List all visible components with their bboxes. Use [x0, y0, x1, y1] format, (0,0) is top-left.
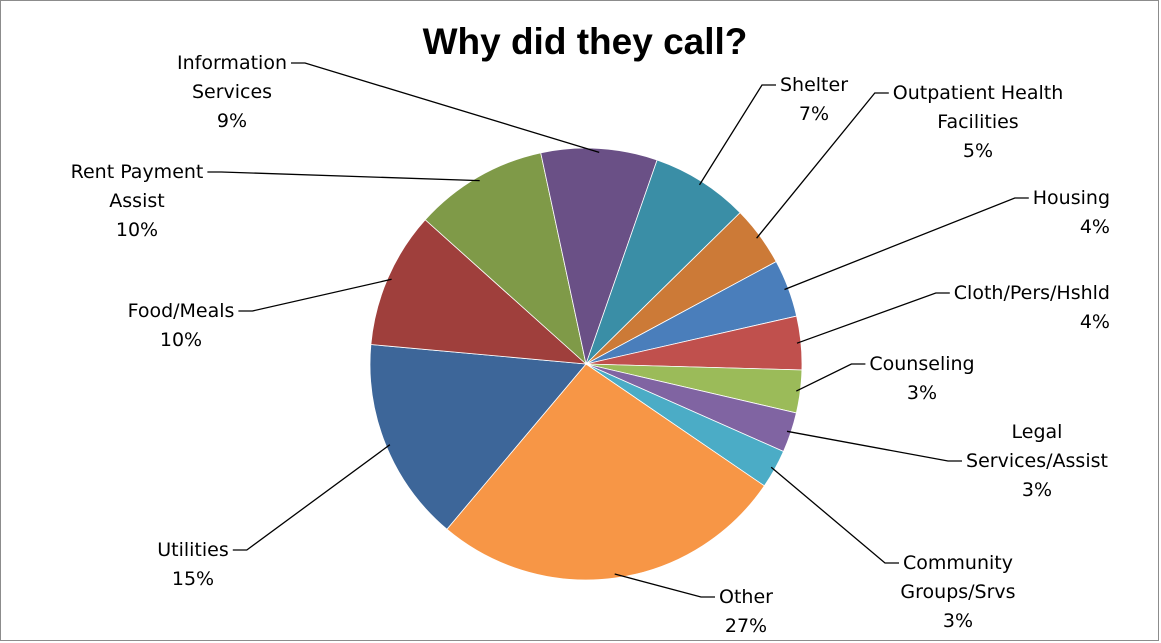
pie-slice-10 — [540, 147, 658, 366]
leader-line-4 — [786, 430, 962, 462]
slice-percent-5: 3% — [943, 610, 973, 632]
slice-label-0-line-1: Facilities — [937, 111, 1018, 133]
slice-label-0-line-0: Outpatient Health — [893, 82, 1064, 104]
slice-label-10-line-0: Information — [177, 52, 287, 74]
slice-label-5-line-0: Community — [903, 552, 1013, 574]
leader-line-6 — [614, 573, 715, 598]
leader-line-5 — [770, 466, 899, 564]
slice-label-10-line-1: Services — [192, 81, 272, 103]
slice-label-1-line-0: Housing — [1033, 187, 1110, 209]
leader-line-7 — [232, 444, 391, 551]
pie-slice-7 — [369, 344, 587, 530]
slice-percent-1: 4% — [1080, 216, 1110, 238]
leader-line-11 — [698, 84, 776, 186]
slice-percent-11: 7% — [799, 103, 829, 125]
leader-line-1 — [784, 197, 1029, 291]
slice-label-9-line-1: Assist — [109, 190, 164, 212]
slice-label-7-line-0: Utilities — [157, 539, 229, 561]
leader-line-10 — [291, 62, 600, 154]
leader-line-8 — [238, 278, 392, 312]
slice-labels: Outpatient Health Facilities 5% Housing 4% Cl… — [71, 52, 1110, 637]
slice-label-6-line-0: Other — [719, 586, 773, 608]
pie-slice-9 — [424, 152, 587, 366]
pie-slice-8 — [370, 219, 588, 365]
leader-line-3 — [796, 363, 866, 392]
leader-line-0 — [756, 92, 889, 239]
slice-percent-0: 5% — [963, 140, 993, 162]
leader-line-2 — [796, 292, 950, 344]
slice-label-2-line-0: Cloth/Pers/Hshld — [954, 282, 1110, 304]
slice-percent-3: 3% — [907, 382, 937, 404]
slice-percent-9: 10% — [116, 219, 158, 241]
chart-title: Why did they call? — [423, 21, 748, 62]
slice-label-3-line-0: Counseling — [869, 353, 974, 375]
leader-line-9 — [207, 171, 480, 182]
slice-percent-2: 4% — [1080, 311, 1110, 333]
slice-percent-6: 27% — [725, 615, 767, 637]
slice-label-5-line-1: Groups/Srvs — [900, 581, 1015, 603]
pie-slices — [369, 147, 803, 581]
slice-label-4-line-0: Legal — [1012, 421, 1063, 443]
slice-percent-8: 10% — [160, 329, 202, 351]
slice-percent-4: 3% — [1022, 479, 1052, 501]
slice-label-11-line-0: Shelter — [780, 74, 848, 96]
slice-label-8-line-0: Food/Meals — [128, 300, 235, 322]
pie-slice-6 — [446, 363, 765, 581]
slice-percent-10: 9% — [217, 110, 247, 132]
slice-label-9-line-0: Rent Payment — [71, 161, 204, 183]
slice-percent-7: 15% — [172, 568, 214, 590]
slice-label-4-line-1: Services/Assist — [966, 450, 1108, 472]
leader-lines — [207, 62, 1029, 598]
